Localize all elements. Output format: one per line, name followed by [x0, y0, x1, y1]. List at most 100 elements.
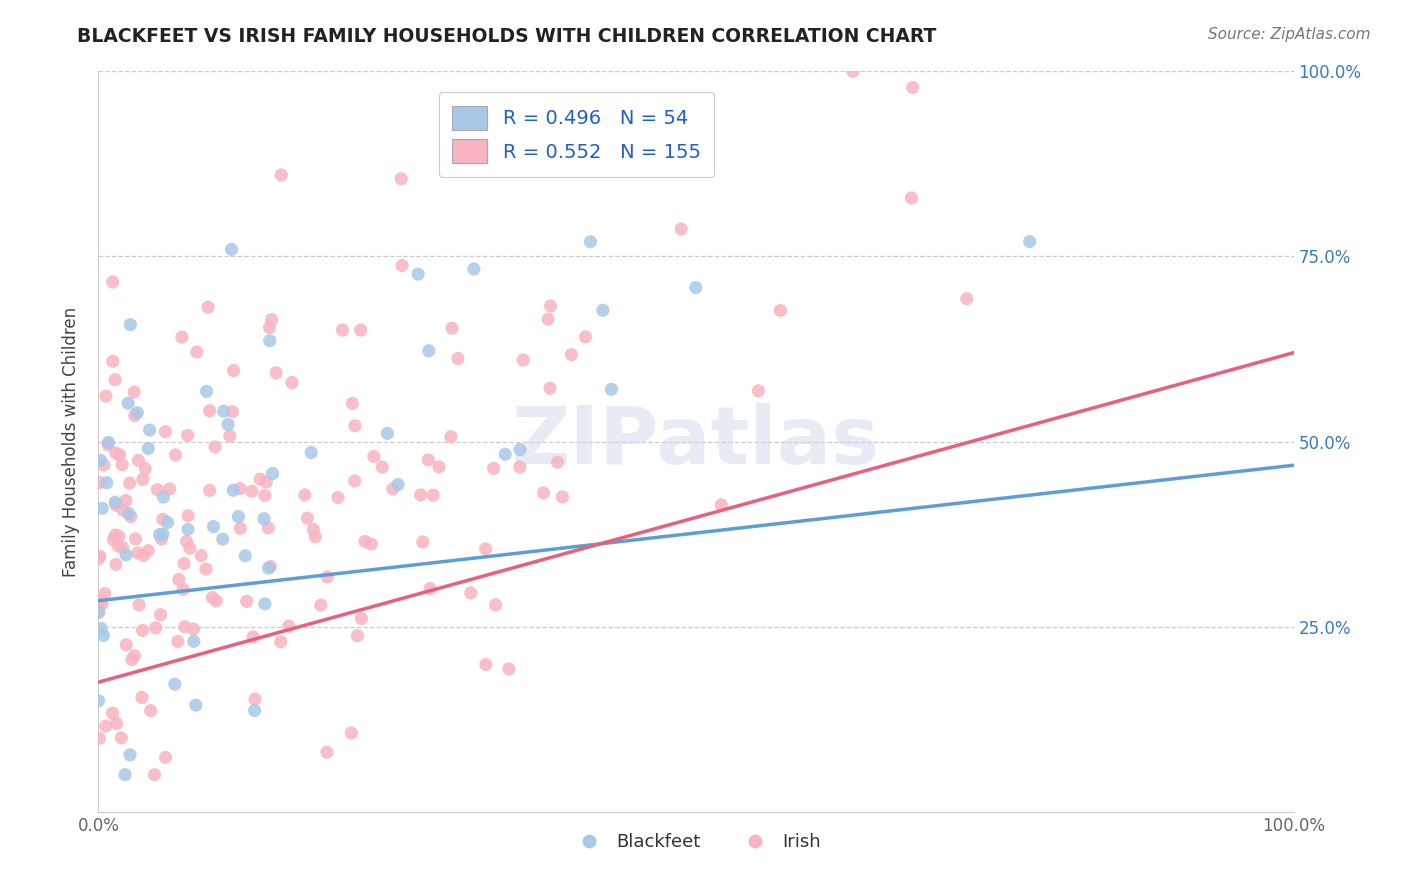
Point [406, 267, 429, 281]
Point [259, 559, 281, 574]
Point [259, 334, 281, 348]
Point [111, 458, 134, 472]
Point [204, 440, 226, 454]
Point [124, 648, 146, 663]
Point [447, 351, 470, 366]
Point [103, 533, 125, 547]
Point [441, 321, 464, 335]
Point [316, 570, 339, 584]
Point [104, 528, 127, 542]
Point [537, 312, 560, 326]
Point [177, 523, 200, 537]
Point [242, 630, 264, 644]
Point [340, 726, 363, 740]
Point [264, 366, 287, 380]
Point [179, 541, 201, 556]
Point [270, 634, 292, 648]
Point [96, 475, 118, 490]
Point [132, 549, 155, 563]
Point [309, 598, 332, 612]
Point [111, 541, 134, 555]
Point [260, 312, 283, 326]
Point [118, 747, 141, 762]
Point [114, 493, 136, 508]
Point [90, 453, 112, 467]
Point [186, 345, 208, 359]
Point [482, 461, 505, 475]
Point [217, 417, 239, 432]
Point [143, 767, 166, 781]
Point [222, 483, 245, 498]
Point [254, 475, 277, 489]
Point [342, 396, 364, 410]
Text: Source: ZipAtlas.com: Source: ZipAtlas.com [1208, 27, 1371, 42]
Point [134, 461, 156, 475]
Point [212, 404, 235, 418]
Point [139, 704, 162, 718]
Point [131, 624, 153, 638]
Point [165, 448, 187, 462]
Point [122, 385, 145, 400]
Point [221, 243, 243, 257]
Point [1018, 235, 1040, 249]
Point [685, 280, 707, 294]
Point [257, 561, 280, 575]
Point [229, 521, 252, 535]
Point [592, 303, 614, 318]
Point [412, 534, 434, 549]
Point [551, 490, 574, 504]
Point [259, 320, 281, 334]
Point [218, 429, 240, 443]
Point [387, 477, 409, 491]
Point [183, 622, 205, 636]
Point [89, 475, 111, 490]
Point [257, 521, 280, 535]
Point [107, 539, 129, 553]
Point [105, 498, 128, 512]
Point [262, 467, 284, 481]
Point [97, 435, 120, 450]
Point [304, 530, 326, 544]
Point [127, 546, 149, 560]
Point [297, 511, 319, 525]
Point [769, 303, 792, 318]
Point [228, 509, 250, 524]
Point [124, 532, 146, 546]
Point [145, 621, 167, 635]
Point [176, 428, 198, 442]
Point [170, 330, 193, 344]
Point [747, 384, 769, 398]
Point [277, 619, 299, 633]
Point [343, 474, 366, 488]
Point [124, 409, 146, 423]
Point [132, 472, 155, 486]
Point [183, 634, 205, 648]
Point [202, 519, 225, 533]
Point [389, 171, 412, 186]
Point [363, 450, 385, 464]
Y-axis label: Family Households with Children: Family Households with Children [62, 307, 80, 576]
Point [222, 363, 245, 377]
Point [105, 716, 128, 731]
Point [418, 343, 440, 358]
Point [173, 557, 195, 571]
Point [391, 259, 413, 273]
Point [294, 488, 316, 502]
Point [233, 549, 256, 563]
Point [127, 406, 149, 420]
Point [332, 323, 354, 337]
Point [463, 262, 485, 277]
Point [281, 376, 304, 390]
Point [538, 381, 561, 395]
Point [152, 512, 174, 526]
Point [198, 483, 221, 498]
Point [350, 323, 373, 337]
Point [197, 300, 219, 314]
Point [184, 698, 207, 713]
Point [104, 558, 127, 572]
Point [474, 541, 496, 556]
Point [177, 508, 200, 523]
Point [167, 634, 190, 648]
Point [198, 404, 221, 418]
Point [901, 80, 924, 95]
